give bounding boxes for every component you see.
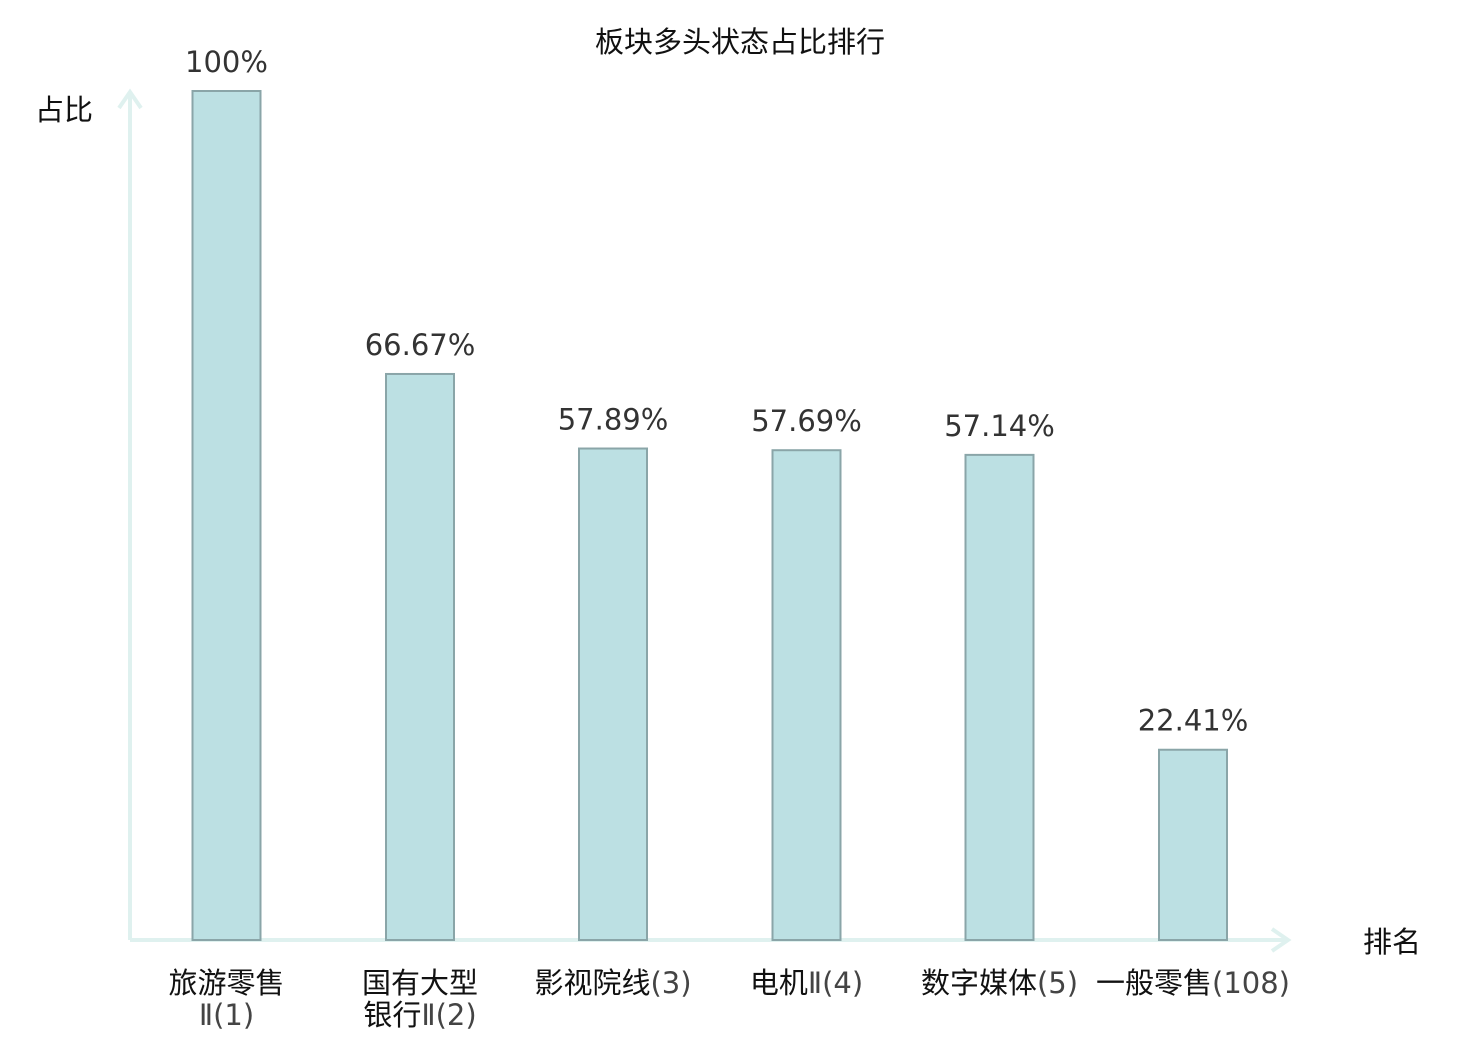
x-tick-label: 一般零售(108) <box>1096 966 1290 1000</box>
x-tick-rank: (3) <box>650 966 691 1000</box>
bar-value-label: 66.67% <box>365 328 476 362</box>
x-tick-rank: (108) <box>1212 966 1290 1000</box>
x-tick-name: 旅游零售 <box>168 966 284 1000</box>
x-tick-label: 数字媒体(5) <box>921 966 1078 1000</box>
x-tick-label: 电机Ⅱ(4) <box>750 966 863 1000</box>
bar-value-label: 100% <box>185 45 268 79</box>
bar <box>771 449 842 941</box>
y-axis: 占比 <box>35 88 143 940</box>
chart-title: 板块多头状态占比排行 <box>595 25 885 59</box>
x-tick-label: 旅游零售 <box>168 966 284 1000</box>
x-axis: 排名 <box>130 925 1421 959</box>
bar <box>1158 748 1228 941</box>
x-tick-name: 数字媒体 <box>921 966 1037 1000</box>
x-tick-label: Ⅱ(1) <box>199 998 254 1032</box>
bar-value-label: 57.69% <box>751 404 862 438</box>
bar-value-label: 22.41% <box>1138 704 1249 738</box>
y-axis-label: 占比 <box>35 93 93 127</box>
bar <box>191 90 262 941</box>
x-tick-name: 电机 <box>750 966 808 1000</box>
x-tick-name: 国有大型 <box>362 966 478 1000</box>
bar <box>385 372 455 942</box>
bar-value-label: 57.14% <box>944 409 1055 443</box>
x-tick-name: 影视院线 <box>534 966 650 1000</box>
x-tick-rank: (5) <box>1037 966 1078 1000</box>
value-labels: 100% 66.67% 57.89% 57.69% 57.14% 22.41% <box>185 45 1248 738</box>
x-tick-rank: Ⅱ(2) <box>421 998 476 1032</box>
x-tick-label: 国有大型 <box>362 966 478 1000</box>
x-tick-name: 一般零售 <box>1096 966 1212 1000</box>
x-axis-label: 排名 <box>1363 925 1421 959</box>
x-axis-arrow-icon <box>1270 927 1292 953</box>
x-tick-label: 银行Ⅱ(2) <box>363 998 476 1032</box>
bar <box>964 453 1035 941</box>
bar <box>578 447 648 941</box>
x-tick-name: 银行 <box>363 998 421 1032</box>
y-axis-arrow-icon <box>117 88 143 110</box>
bar-value-label: 57.89% <box>558 403 669 437</box>
x-tick-label: 影视院线(3) <box>534 966 691 1000</box>
x-tick-rank: Ⅱ(4) <box>808 966 863 1000</box>
x-tick-rank: Ⅱ(1) <box>199 998 254 1032</box>
bar-series <box>191 90 1228 942</box>
